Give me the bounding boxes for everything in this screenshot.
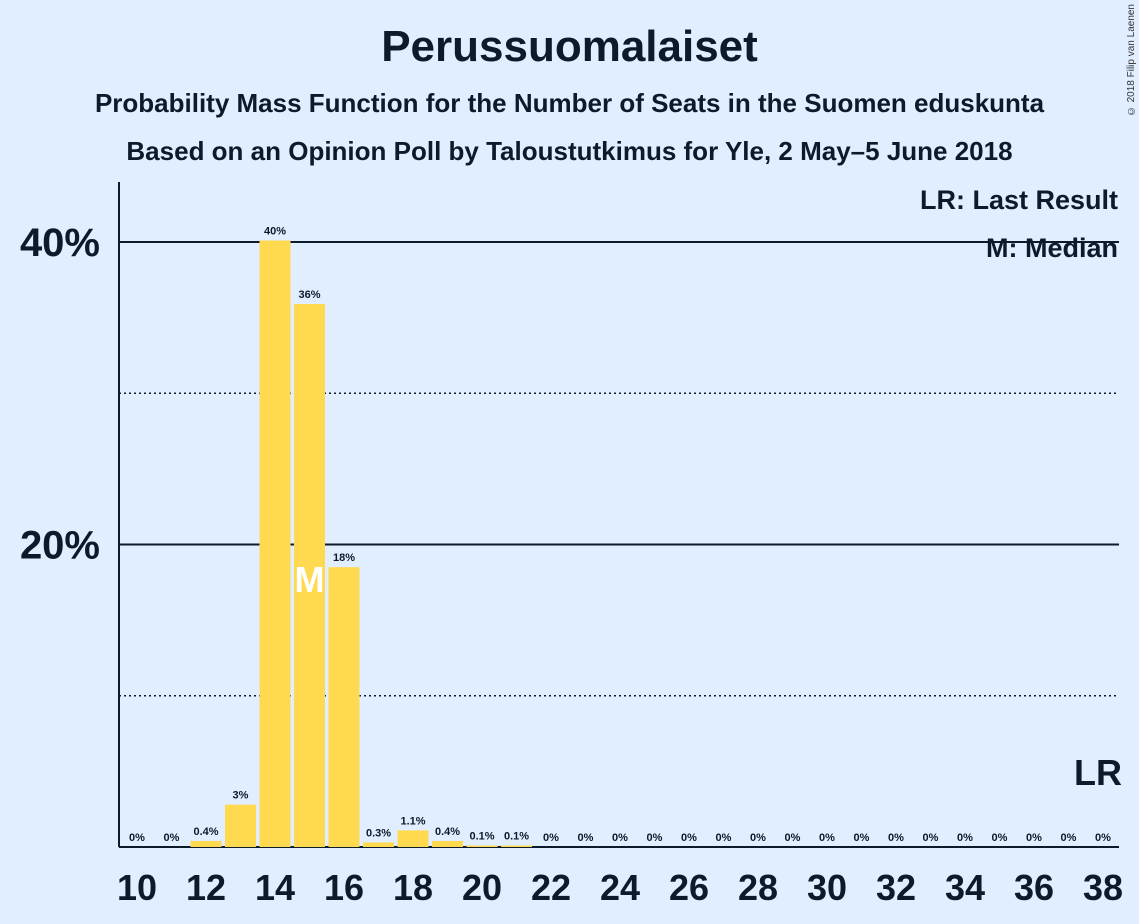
bar bbox=[363, 842, 394, 847]
bar-value-label: 0% bbox=[750, 832, 766, 844]
legend-entry: M: Median bbox=[986, 233, 1118, 263]
bar bbox=[294, 304, 325, 847]
x-tick-label: 26 bbox=[669, 867, 709, 908]
last-result-marker: LR bbox=[1074, 752, 1122, 793]
x-tick-label: 12 bbox=[186, 867, 226, 908]
bar-value-label: 0% bbox=[1061, 832, 1077, 844]
bar-value-label: 0% bbox=[1095, 832, 1111, 844]
legend-entry: LR: Last Result bbox=[920, 185, 1118, 215]
chart-source-subtitle: Based on an Opinion Poll by Taloustutkim… bbox=[126, 136, 1013, 166]
bar bbox=[190, 840, 222, 847]
bar-value-label: 0% bbox=[957, 832, 973, 844]
bar-value-label: 1.1% bbox=[400, 815, 425, 827]
bar-value-label: 0% bbox=[785, 832, 801, 844]
bar-value-label: 40% bbox=[264, 225, 286, 237]
bar-value-label: 0% bbox=[992, 832, 1008, 844]
bar bbox=[397, 830, 429, 847]
x-tick-label: 14 bbox=[255, 867, 295, 908]
x-tick-label: 10 bbox=[117, 867, 157, 908]
bar-value-label: 0% bbox=[129, 832, 145, 844]
median-marker: M bbox=[295, 559, 325, 600]
x-tick-label: 36 bbox=[1014, 867, 1054, 908]
bar-value-label: 0% bbox=[612, 832, 628, 844]
y-tick-label: 20% bbox=[20, 524, 100, 568]
bar-value-label: 0% bbox=[716, 832, 732, 844]
x-tick-label: 22 bbox=[531, 867, 571, 908]
bar-value-label: 0% bbox=[923, 832, 939, 844]
y-tick-label: 40% bbox=[20, 221, 100, 265]
bar-value-label: 0% bbox=[681, 832, 697, 844]
bar bbox=[432, 840, 463, 847]
x-tick-label: 38 bbox=[1083, 867, 1123, 908]
bar-value-label: 36% bbox=[298, 289, 320, 301]
x-tick-label: 16 bbox=[324, 867, 364, 908]
chart-title: Perussuomalaiset bbox=[381, 22, 758, 71]
bar-value-label: 3% bbox=[233, 790, 249, 802]
bar-value-label: 0% bbox=[578, 832, 594, 844]
bar-value-label: 18% bbox=[333, 552, 355, 564]
bar-value-label: 0.3% bbox=[366, 827, 391, 839]
bar bbox=[328, 567, 360, 847]
bar bbox=[466, 845, 498, 847]
chart-subtitle: Probability Mass Function for the Number… bbox=[94, 88, 1045, 118]
bar-value-label: 0% bbox=[819, 832, 835, 844]
x-tick-label: 32 bbox=[876, 867, 916, 908]
bar-value-label: 0% bbox=[854, 832, 870, 844]
bar-value-label: 0% bbox=[888, 832, 904, 844]
bar bbox=[501, 845, 532, 847]
x-tick-label: 28 bbox=[738, 867, 778, 908]
bar bbox=[259, 240, 291, 848]
bar-value-label: 0% bbox=[1026, 832, 1042, 844]
x-tick-label: 18 bbox=[393, 867, 433, 908]
x-tick-label: 24 bbox=[600, 867, 640, 908]
x-tick-label: 30 bbox=[807, 867, 847, 908]
bar-value-label: 0.4% bbox=[193, 826, 218, 838]
bar bbox=[225, 804, 256, 847]
bar-value-label: 0% bbox=[543, 832, 559, 844]
bar-value-label: 0% bbox=[647, 832, 663, 844]
bar-value-label: 0.4% bbox=[435, 826, 460, 838]
bar-value-label: 0.1% bbox=[504, 830, 529, 842]
x-tick-label: 20 bbox=[462, 867, 502, 908]
bar-value-label: 0% bbox=[164, 832, 180, 844]
x-tick-label: 34 bbox=[945, 867, 985, 908]
bar-value-label: 0.1% bbox=[469, 830, 494, 842]
